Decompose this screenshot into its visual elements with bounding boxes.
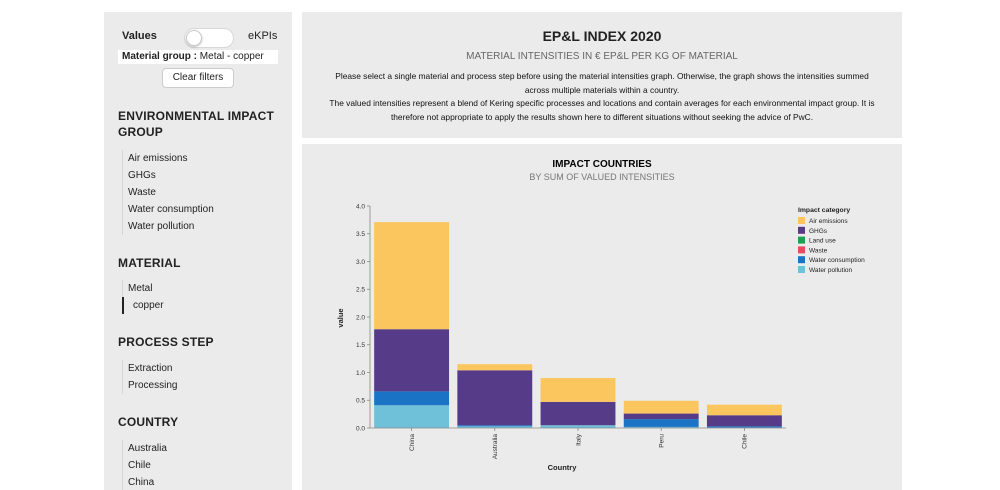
x-tick-label: China <box>409 434 416 451</box>
bar-australia-air-emissions <box>457 364 533 371</box>
impact-countries-chart: IMPACT COUNTRIES BY SUM OF VALUED INTENS… <box>336 159 865 472</box>
y-tick-label: 2.0 <box>356 314 365 321</box>
bar-chile-ghgs <box>706 415 782 427</box>
y-axis-title: value <box>336 308 345 327</box>
impact-group-title-line1: ENVIRONMENTAL IMPACT <box>118 109 274 123</box>
process-option-extraction[interactable]: Extraction <box>128 363 173 374</box>
bar-australia-water-consumption <box>457 425 533 427</box>
toggle-knob[interactable] <box>186 30 202 46</box>
legend-title: Impact category <box>798 207 850 214</box>
legend-label: Land use <box>809 238 836 245</box>
legend-label: GHGs <box>809 228 828 235</box>
legend-label: Waste <box>809 247 828 254</box>
bar-chile-air-emissions <box>706 404 782 416</box>
impact-option-ghgs[interactable]: GHGs <box>128 170 156 181</box>
bar-chile-water-consumption <box>706 426 782 428</box>
impact-group-title: ENVIRONMENTAL IMPACT GROUP <box>118 108 274 140</box>
impact-group-title-line2: GROUP <box>118 125 164 139</box>
filter-tag-value: Metal - copper <box>199 51 264 62</box>
bar-peru-air-emissions <box>623 400 699 414</box>
bar-peru-ghgs <box>623 413 699 420</box>
legend-label: Water pollution <box>809 267 852 274</box>
bar-china-air-emissions <box>374 222 450 330</box>
y-tick-label: 0.0 <box>356 425 365 432</box>
chart-panel: IMPACT COUNTRIES BY SUM OF VALUED INTENS… <box>302 144 902 490</box>
bar-australia-ghgs <box>457 370 533 426</box>
desc-line-4: therefore not appropriate to apply the r… <box>390 111 814 122</box>
clear-filters-button[interactable]: Clear filters <box>162 68 234 88</box>
chart-subtitle: BY SUM OF VALUED INTENSITIES <box>529 172 674 182</box>
material-option-metal[interactable]: Metal <box>128 283 153 294</box>
legend-swatch <box>798 217 805 224</box>
impact-option-water-pollution[interactable]: Water pollution <box>128 221 195 232</box>
y-axis: 0.0 0.5 1.0 1.5 2.0 2.5 3.0 3.5 4.0 <box>356 203 371 432</box>
x-tick-label: Peru <box>659 434 666 448</box>
page-subtitle: MATERIAL INTENSITIES IN € EP&L PER KG OF… <box>466 51 738 62</box>
impact-group-list: Air emissions GHGs Waste Water consumpti… <box>122 150 214 235</box>
y-tick-label: 2.5 <box>356 287 365 294</box>
legend-swatch <box>798 226 805 234</box>
desc-line-2: across multiple materials within a count… <box>524 84 680 95</box>
bar-italy-water-pollution <box>540 425 616 428</box>
x-tick-label: Australia <box>492 434 499 460</box>
legend: Impact category Air emissions GHGs Land us… <box>798 207 865 274</box>
bars-group <box>374 222 782 428</box>
values-ekpis-toggle-row: Values eKPIs <box>122 28 282 48</box>
legend-swatch <box>798 256 805 264</box>
desc-line-1: Please select a single material and proc… <box>335 71 869 81</box>
legend-label: Water consumption <box>809 257 865 264</box>
country-list: Australia Chile China <box>122 440 167 490</box>
legend-swatch <box>798 236 805 244</box>
country-option-australia[interactable]: Australia <box>128 443 167 454</box>
bar-italy-air-emissions <box>540 378 616 402</box>
x-axis: China Australia Italy Peru Chile <box>370 427 786 460</box>
page-description: Please select a single material and proc… <box>312 70 892 124</box>
header-panel: EP&L INDEX 2020 MATERIAL INTENSITIES IN … <box>302 12 902 138</box>
x-tick-label: Chile <box>742 434 749 449</box>
impact-option-water-consumption[interactable]: Water consumption <box>128 204 214 215</box>
bar-china-water-pollution <box>374 405 450 428</box>
desc-line-3: The valued intensities represent a blend… <box>329 98 875 108</box>
chart-title: IMPACT COUNTRIES <box>552 159 652 170</box>
filter-tag-key: Material group : <box>122 51 198 62</box>
process-step-title: PROCESS STEP <box>118 335 214 349</box>
y-tick-label: 3.0 <box>356 259 365 266</box>
y-tick-label: 3.5 <box>356 231 365 238</box>
legend-label: Air emissions <box>809 218 848 225</box>
bar-peru-water-pollution <box>623 426 699 428</box>
page-title: EP&L INDEX 2020 <box>542 28 662 44</box>
material-list: Metal copper <box>122 280 164 314</box>
material-title: MATERIAL <box>118 256 181 270</box>
y-tick-label: 1.0 <box>356 370 365 377</box>
bar-china-ghgs <box>374 329 450 392</box>
bar-china-water-consumption <box>374 391 450 406</box>
x-tick-label: Italy <box>575 433 582 446</box>
material-option-copper[interactable]: copper <box>122 297 164 314</box>
country-title: COUNTRY <box>118 415 179 429</box>
x-axis-title: Country <box>548 463 578 472</box>
values-ekpis-toggle[interactable] <box>184 28 234 48</box>
legend-swatch <box>798 266 805 273</box>
impact-option-air-emissions[interactable]: Air emissions <box>128 153 188 164</box>
country-option-chile[interactable]: Chile <box>128 460 151 471</box>
filter-sidebar: Values eKPIs Material group : Metal - co… <box>104 12 292 490</box>
active-filter-tag: Material group : Metal - copper <box>118 50 278 64</box>
ekpis-toggle-label: eKPIs <box>248 30 278 42</box>
bar-australia-water-pollution <box>457 426 533 428</box>
process-option-processing[interactable]: Processing <box>128 380 178 391</box>
country-option-china[interactable]: China <box>128 477 155 488</box>
y-tick-label: 4.0 <box>356 203 365 210</box>
legend-swatch <box>798 246 805 254</box>
bar-italy-ghgs <box>540 401 616 426</box>
process-step-list: Extraction Processing <box>122 360 177 394</box>
impact-option-waste[interactable]: Waste <box>128 187 156 198</box>
bar-peru-water-consumption <box>623 419 699 427</box>
values-toggle-label: Values <box>122 30 157 42</box>
y-tick-label: 1.5 <box>356 342 365 349</box>
y-tick-label: 0.5 <box>356 398 365 405</box>
